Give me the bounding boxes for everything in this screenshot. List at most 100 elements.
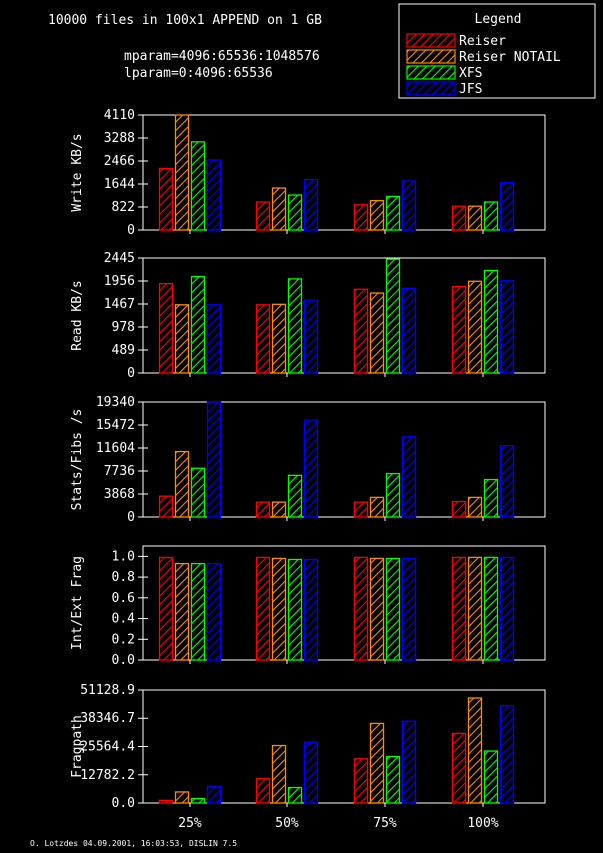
y-tick-label: 4110 <box>104 108 135 123</box>
bar-reiser-25pct <box>158 495 174 518</box>
y-axis-label: Read KB/s <box>70 280 85 350</box>
y-tick-label: 1.0 <box>112 549 135 564</box>
bar-xfs-75pct <box>385 258 401 374</box>
y-axis-label: Write KB/s <box>70 133 85 211</box>
plot-panel-2: 0 3868 7736 11604 15472 19340 Stats/Fibs /s <box>70 395 546 525</box>
bar-reiser-75pct <box>353 556 369 661</box>
bar-jfs-100pct <box>499 705 515 804</box>
bar-xfs-100pct <box>483 556 499 661</box>
bar-xfs-100pct <box>483 478 499 518</box>
bar-reiser-notail-50pct <box>271 187 287 231</box>
bar-reiser-notail-75pct <box>369 496 385 518</box>
bar-reiser-75pct <box>353 758 369 804</box>
bar-reiser-100pct <box>451 205 467 231</box>
y-tick-label: 0.8 <box>112 570 135 585</box>
y-tick-label: 0 <box>127 223 135 238</box>
bar-reiser-notail-50pct <box>271 501 287 518</box>
bar-reiser-notail-50pct <box>271 557 287 661</box>
y-tick-label: 1956 <box>104 274 135 289</box>
bar-jfs-100pct <box>499 280 515 374</box>
bar-reiser-50pct <box>255 778 271 804</box>
legend-title: Legend <box>475 12 522 27</box>
bar-xfs-25pct <box>190 275 206 374</box>
bar-jfs-50pct <box>303 558 319 661</box>
bar-reiser-notail-50pct <box>271 744 287 804</box>
plot-frame <box>142 114 546 231</box>
legend-border <box>398 3 596 99</box>
bar-reiser-25pct <box>158 282 174 374</box>
bar-jfs-50pct <box>303 419 319 518</box>
y-tick-label: 12782.2 <box>80 768 135 783</box>
legend-swatch-0 <box>406 33 456 48</box>
bar-reiser-50pct <box>255 556 271 661</box>
bar-jfs-25pct <box>206 304 222 374</box>
bar-xfs-50pct <box>287 558 303 661</box>
bar-jfs-50pct <box>303 178 319 231</box>
bar-jfs-100pct <box>499 181 515 231</box>
y-tick-label: 3288 <box>104 131 135 146</box>
y-tick-label: 0.0 <box>112 796 135 811</box>
bar-xfs-75pct <box>385 755 401 804</box>
bar-reiser-notail-100pct <box>467 280 483 374</box>
legend-swatch-1 <box>406 49 456 64</box>
bar-jfs-50pct <box>303 299 319 374</box>
bar-reiser-notail-100pct <box>467 496 483 518</box>
bar-jfs-75pct <box>401 436 417 518</box>
x-category-label: 50% <box>275 816 299 831</box>
plot-panel-3: 0.0 0.2 0.4 0.6 0.8 1.0 Int/Ext Frag <box>70 545 546 668</box>
y-tick-label: 7736 <box>104 464 135 479</box>
bar-jfs-25pct <box>206 785 222 804</box>
bar-reiser-100pct <box>451 556 467 661</box>
bar-reiser-75pct <box>353 501 369 518</box>
y-tick-label: 3868 <box>104 487 135 502</box>
x-category-label: 75% <box>373 816 397 831</box>
y-tick-label: 25564.4 <box>80 740 135 755</box>
y-tick-label: 2445 <box>104 251 135 266</box>
bar-xfs-75pct <box>385 195 401 231</box>
y-tick-label: 51128.9 <box>80 683 135 698</box>
bar-jfs-25pct <box>206 562 222 661</box>
y-tick-label: 0 <box>127 366 135 381</box>
bar-reiser-notail-25pct <box>174 450 190 518</box>
bar-reiser-notail-75pct <box>369 722 385 804</box>
y-tick-label: 978 <box>112 320 135 335</box>
bar-jfs-50pct <box>303 741 319 804</box>
bar-reiser-100pct <box>451 732 467 804</box>
bar-jfs-75pct <box>401 287 417 374</box>
bar-xfs-50pct <box>287 194 303 231</box>
y-axis-label: Int/Ext Frag <box>70 556 85 650</box>
bar-reiser-100pct <box>451 500 467 518</box>
y-tick-label: 11604 <box>96 441 135 456</box>
y-tick-label: 0.2 <box>112 632 135 647</box>
bar-jfs-100pct <box>499 556 515 661</box>
legend-label-3: JFS <box>459 82 482 97</box>
y-axis-label: Stats/Fibs /s <box>70 409 85 511</box>
bar-reiser-50pct <box>255 201 271 231</box>
chart-title: 10000 files in 100x1 APPEND on 1 GB <box>48 13 322 28</box>
plot-panel-4: 0.0 12782.2 25564.4 38346.7 51128.9 Fragpath 2… <box>70 683 546 831</box>
bar-reiser-notail-75pct <box>369 557 385 661</box>
bar-reiser-75pct <box>353 204 369 231</box>
bar-xfs-75pct <box>385 472 401 518</box>
bar-reiser-notail-25pct <box>174 562 190 661</box>
bar-jfs-25pct <box>206 401 222 518</box>
plot-panel-0: 0 822 1644 2466 3288 4110 Write KB/s <box>70 108 546 238</box>
y-tick-label: 38346.7 <box>80 711 135 726</box>
y-tick-label: 1644 <box>104 177 135 192</box>
bar-reiser-notail-100pct <box>467 697 483 804</box>
bar-xfs-25pct <box>190 797 206 804</box>
bar-reiser-25pct <box>158 167 174 231</box>
plot-frame <box>142 545 546 661</box>
bar-reiser-75pct <box>353 288 369 374</box>
bar-reiser-notail-50pct <box>271 303 287 374</box>
bar-xfs-100pct <box>483 750 499 804</box>
bar-jfs-75pct <box>401 720 417 804</box>
bar-reiser-notail-75pct <box>369 199 385 231</box>
bar-reiser-50pct <box>255 304 271 374</box>
plot-frame <box>142 401 546 518</box>
y-axis-label: Fragpath <box>70 715 85 778</box>
bar-reiser-notail-25pct <box>174 114 190 231</box>
bar-reiser-50pct <box>255 501 271 518</box>
bar-reiser-100pct <box>451 285 467 374</box>
